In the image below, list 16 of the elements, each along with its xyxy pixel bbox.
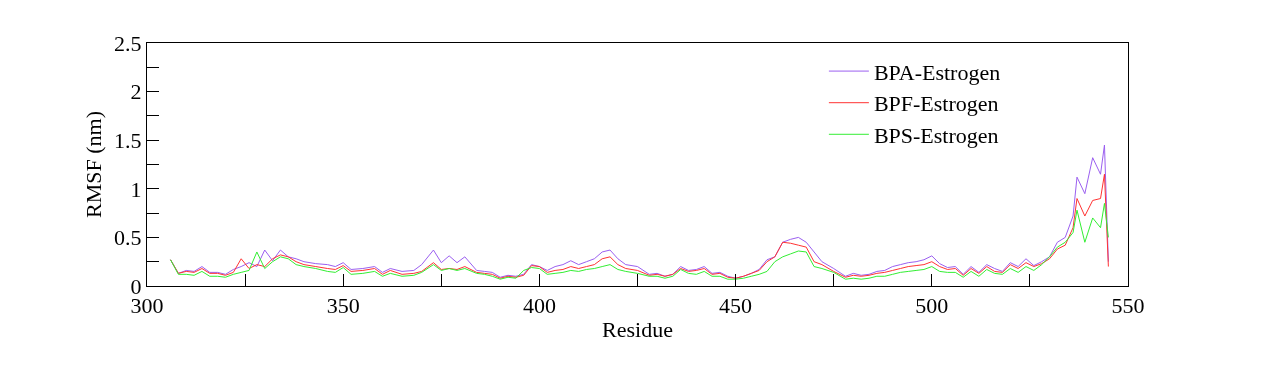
x-axis-title: Residue bbox=[602, 317, 673, 343]
x-tick-label: 350 bbox=[326, 293, 360, 319]
x-tick-label: 500 bbox=[915, 293, 949, 319]
y-axis-title: RMSF (nm) bbox=[80, 111, 106, 218]
y-tick-label: 0.5 bbox=[114, 225, 142, 251]
y-tick-label: 2 bbox=[130, 79, 142, 105]
line-series bbox=[170, 202, 1109, 280]
x-tick-label: 400 bbox=[522, 293, 556, 319]
legend-label: BPS-Estrogen bbox=[873, 122, 999, 148]
y-tick-label: 2.5 bbox=[114, 30, 142, 56]
legend-label: BPA-Estrogen bbox=[873, 59, 1001, 85]
legend-label: BPF-Estrogen bbox=[873, 91, 999, 117]
x-tick-label: 450 bbox=[719, 293, 753, 319]
y-tick-label: 1 bbox=[130, 176, 142, 202]
y-tick-label: 1.5 bbox=[114, 127, 142, 153]
x-tick-label: 550 bbox=[1111, 293, 1145, 319]
